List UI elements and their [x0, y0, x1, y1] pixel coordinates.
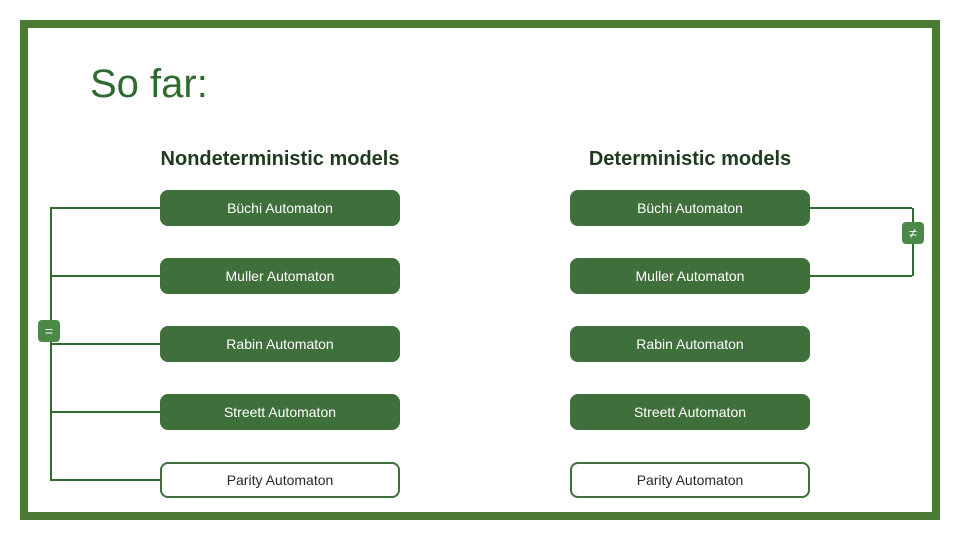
pill-left-row-1: Muller Automaton: [160, 258, 400, 294]
pill-left-row-0: Büchi Automaton: [160, 190, 400, 226]
badge-not-equal: ≠: [902, 222, 924, 244]
pill-right-row-4: Parity Automaton: [570, 462, 810, 498]
column-header-left: Nondeterministic models: [110, 148, 450, 171]
pill-right-row-2: Rabin Automaton: [570, 326, 810, 362]
pill-left-row-3: Streett Automaton: [160, 394, 400, 430]
column-header-right: Deterministic models: [520, 148, 860, 171]
pill-right-row-3: Streett Automaton: [570, 394, 810, 430]
pill-left-row-2: Rabin Automaton: [160, 326, 400, 362]
pill-right-row-0: Büchi Automaton: [570, 190, 810, 226]
slide-title: So far:: [90, 62, 208, 107]
badge-equal: =: [38, 320, 60, 342]
pill-left-row-4: Parity Automaton: [160, 462, 400, 498]
pill-right-row-1: Muller Automaton: [570, 258, 810, 294]
